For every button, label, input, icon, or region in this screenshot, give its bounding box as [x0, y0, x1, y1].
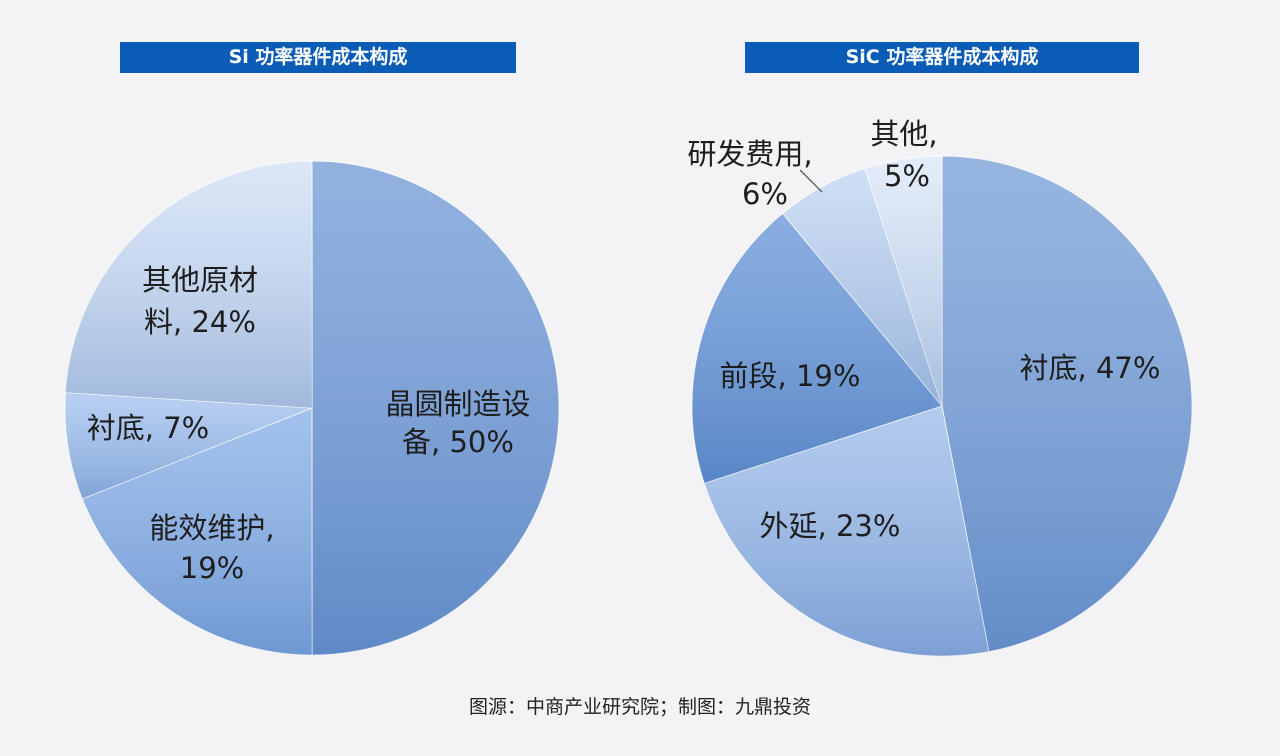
- pie2-slice-shade: [942, 156, 1193, 652]
- pie2-slice-shade: [782, 168, 942, 406]
- pie1-label-energy-maintenance: 能效维护,: [149, 511, 274, 545]
- rnd-leader-line: [799, 169, 823, 193]
- pie1-slice-shade: [82, 408, 312, 655]
- si-chart-title: Si 功率器件成本构成: [120, 42, 516, 73]
- pie1-label-other-materials: 其他原材: [142, 263, 258, 297]
- pie1-slice-shade: [65, 392, 312, 499]
- pie1-label-substrate: 衬底, 7%: [87, 411, 209, 445]
- pie2-label-rnd: 研发费用,: [687, 137, 812, 171]
- pie2-label-substrate: 衬底, 47%: [1020, 351, 1161, 385]
- pie2-label-epitaxy: 外延, 23%: [760, 509, 901, 543]
- pie1-label-wafer-equipment: 备, 50%: [402, 425, 514, 459]
- pie1-label-energy-maintenance: 19%: [180, 551, 244, 585]
- pie1-slice-shade: [312, 161, 559, 655]
- pie2-slice-shade: [692, 213, 942, 484]
- sic-chart-title: SiC 功率器件成本构成: [745, 42, 1139, 73]
- pie1-label-other-materials: 料, 24%: [144, 305, 256, 339]
- pie2-label-other: 5%: [884, 159, 930, 193]
- pie2-label-other: 其他,: [870, 117, 937, 151]
- pie1-label-wafer-equipment: 晶圆制造设: [385, 387, 530, 421]
- pie2-label-rnd: 6%: [742, 177, 788, 211]
- pie2-label-front-end: 前段, 19%: [720, 359, 861, 393]
- pie2-slice-shade: [704, 406, 989, 657]
- pie2-slice-shade: [864, 156, 942, 406]
- source-note: 图源：中商产业研究院；制图：九鼎投资: [468, 696, 811, 718]
- pie1-slice-shade: [65, 161, 312, 408]
